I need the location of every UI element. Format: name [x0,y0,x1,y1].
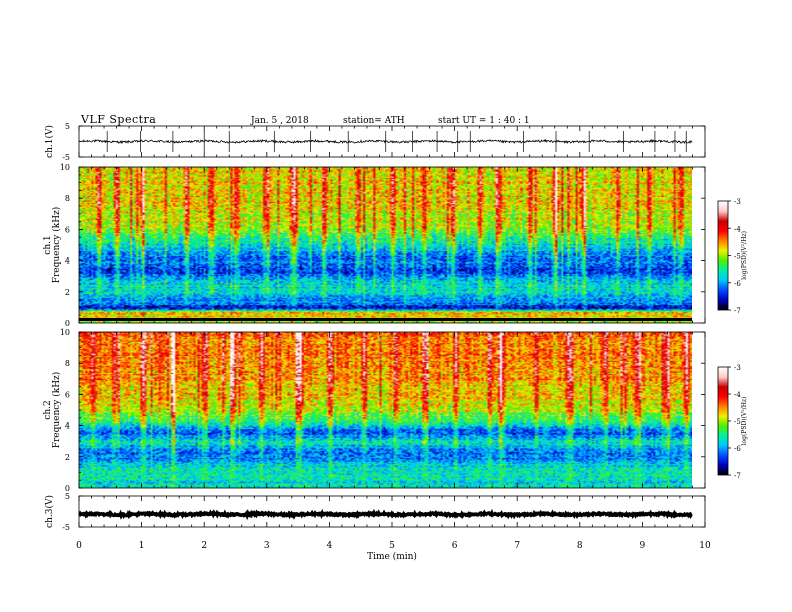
y-tick-label: 4 [65,422,70,431]
colorbar-tick-label: -7 [734,307,741,315]
colorbar-tick-label: -7 [734,472,741,480]
y-tick-label: 2 [65,288,70,297]
y-tick-label: 10 [60,163,70,172]
x-tick-label: 9 [640,541,646,551]
x-tick-label: 10 [699,541,711,551]
y-tick-label: 5 [65,492,70,501]
y-tick-label: 8 [65,359,70,368]
ch1-spectrogram-colorbar [718,201,728,310]
y-tick-label: 0 [65,484,70,493]
x-tick-label: 4 [327,541,333,551]
y-tick-label: -5 [62,523,70,532]
y-tick-label: 8 [65,194,70,203]
ch3-waveform-trace [78,508,693,521]
date-label: Jan. 5 , 2018 [251,116,309,126]
channel-label: ch.1(V) [44,125,55,158]
y-tick-label: -5 [62,153,70,162]
y-tick-label: 10 [60,328,70,337]
colorbar-tick-label: -3 [734,364,741,372]
x-axis-label: Time (min) [367,551,417,562]
channel-label: ch.1 [43,235,53,254]
channel-label: ch.2 [43,400,53,419]
ch2-spectrogram-heatmap [79,332,692,488]
station-label: station= ATH [343,116,405,126]
colorbar-tick-label: -3 [734,198,741,206]
colorbar-tick-label: -5 [734,418,741,426]
y-tick-label: 5 [65,122,70,131]
y-tick-label: 6 [65,225,70,234]
y-tick-label: 4 [65,257,70,266]
colorbar-tick-label: -6 [734,445,741,453]
x-tick-label: 0 [76,541,82,551]
y-tick-label: 0 [65,319,70,328]
x-tick-label: 1 [139,541,145,551]
ch1-spectrogram-heatmap [79,167,692,323]
gap-band [79,318,692,321]
y-tick-label: 2 [65,453,70,462]
channel-label: ch.3(V) [44,495,55,528]
colorbar-tick-label: -5 [734,253,741,261]
start-ut-label: start UT = 1 : 40 : 1 [438,116,530,126]
colorbar-label: log(PSD)(V²/Hz) [741,397,748,446]
x-tick-label: 6 [452,541,458,551]
y-tick-label: 6 [65,390,70,399]
y-axis-label: Frequency (kHz) [51,207,62,284]
x-tick-label: 2 [201,541,207,551]
x-tick-label: 5 [389,541,395,551]
colorbar-tick-label: -4 [734,391,741,399]
ch2-spectrogram-colorbar [718,367,728,475]
colorbar-label: log(PSD)(V²/Hz) [741,231,748,280]
colorbar-tick-label: -6 [734,280,741,288]
x-tick-label: 7 [514,541,520,551]
figure-title: VLF Spectra [81,113,157,126]
colorbar-tick-label: -4 [734,225,741,233]
y-axis-label: Frequency (kHz) [51,372,62,449]
x-tick-label: 8 [577,541,583,551]
x-tick-label: 3 [264,541,270,551]
